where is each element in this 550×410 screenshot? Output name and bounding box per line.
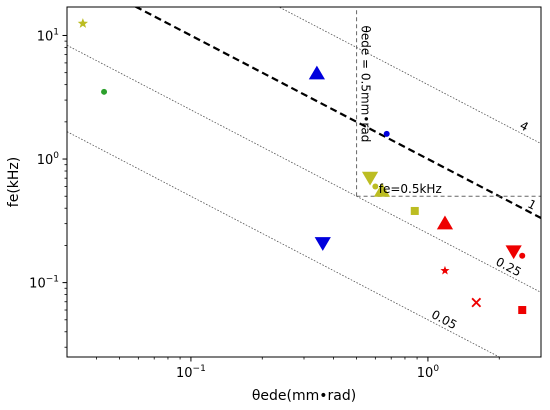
x-tick-label: 100 — [417, 364, 440, 381]
data-point — [308, 65, 325, 80]
data-point — [436, 215, 454, 230]
threshold-label-y: fe=0.5kHz — [379, 182, 442, 196]
y-axis-label: fe(kHz) — [6, 157, 22, 207]
data-point — [77, 18, 88, 28]
data-point — [101, 88, 108, 95]
y-tick-label: 10−1 — [29, 275, 59, 292]
threshold-label-x: θede = 0.5mm•rad — [359, 25, 373, 142]
data-point — [518, 306, 527, 315]
x-tick-label: 10−1 — [176, 364, 206, 381]
data-point — [471, 297, 482, 308]
iso-line-0.25 — [67, 44, 541, 293]
axes: 10−1 100 10−1 100 101 — [29, 6, 542, 381]
data-point — [373, 183, 391, 197]
y-tick-label: 101 — [37, 27, 59, 44]
data-point — [314, 237, 331, 251]
data-point — [410, 206, 419, 215]
iso-line-0.05 — [67, 131, 501, 357]
data-point — [519, 252, 526, 259]
data-point — [383, 130, 390, 137]
data-point — [440, 265, 450, 275]
data-point — [361, 171, 379, 186]
iso-line-1 — [133, 7, 541, 219]
iso-line-4 — [278, 7, 541, 144]
y-tick-label: 100 — [37, 151, 60, 168]
data-point — [505, 245, 522, 260]
data-point — [372, 183, 379, 190]
x-axis-label: θede(mm•rad) — [252, 388, 356, 404]
